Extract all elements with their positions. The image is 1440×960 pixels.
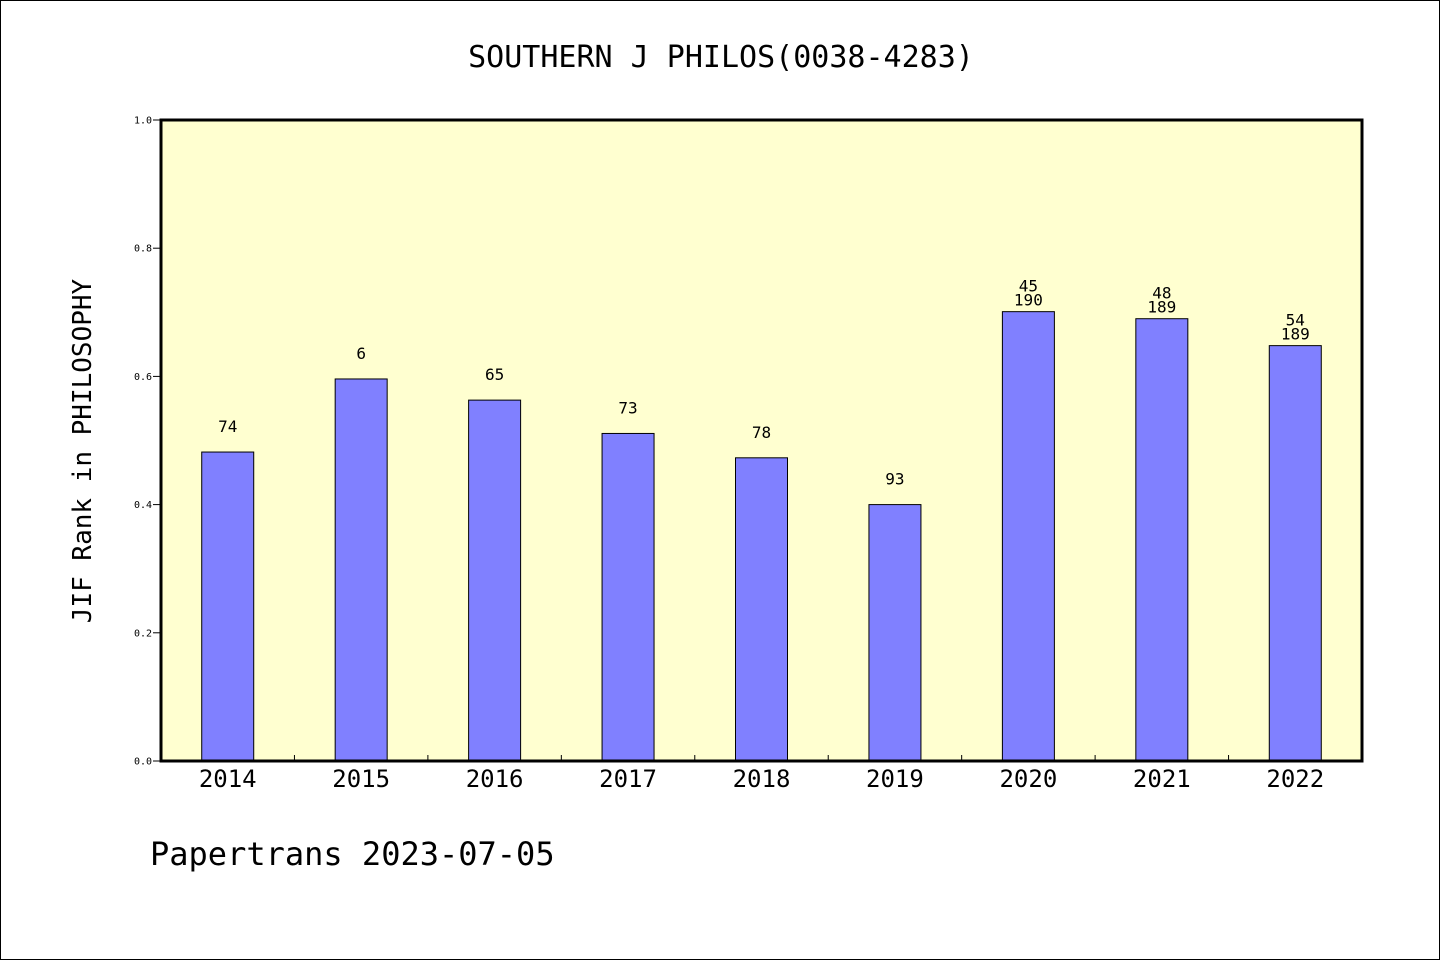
- y-tick-label: 0.0: [134, 757, 152, 768]
- chart-marks: 0.0 0.2 0.4 0.6 0.8 1.0 2014 74 2015 6 2016 65 2017 7…: [134, 116, 1324, 794]
- data-label: 190: [1014, 291, 1043, 310]
- plot-border: [159, 118, 1364, 763]
- data-label: 189: [1281, 325, 1310, 344]
- x-tick-label: 2020: [999, 765, 1057, 793]
- chart-title: SOUTHERN J PHILOS(0038-4283): [468, 40, 974, 75]
- bar: [1268, 345, 1322, 762]
- data-label: 78: [752, 423, 771, 442]
- bar: [1001, 311, 1055, 762]
- y-tick-label: 0.8: [134, 244, 152, 255]
- bar: [334, 378, 388, 762]
- y-tick-label: 0.4: [134, 500, 152, 511]
- data-label: 54: [1286, 311, 1305, 330]
- bar: [1135, 318, 1189, 762]
- y-tick-label: 0.2: [134, 628, 152, 639]
- bar: [868, 504, 922, 762]
- bar: [468, 399, 522, 762]
- x-tick-label: 2021: [1133, 765, 1191, 793]
- bar: [201, 451, 255, 762]
- data-label: 6: [356, 344, 366, 363]
- data-label: 45: [1019, 277, 1038, 296]
- x-tick-label: 2022: [1266, 765, 1324, 793]
- x-tick-label: 2018: [733, 765, 791, 793]
- footer-credit: Papertrans 2023-07-05: [150, 835, 555, 873]
- data-label: 189: [1147, 298, 1176, 317]
- data-label: 73: [618, 398, 637, 417]
- data-label: 65: [485, 365, 504, 384]
- data-label: 48: [1152, 284, 1171, 303]
- x-tick-label: 2014: [199, 765, 257, 793]
- x-tick-label: 2015: [332, 765, 390, 793]
- y-tick-label: 0.6: [134, 372, 152, 383]
- x-tick-label: 2016: [466, 765, 524, 793]
- y-axis-label: JIF Rank in PHILOSOPHY: [68, 278, 98, 623]
- y-tick-label: 1.0: [134, 116, 152, 127]
- bar: [601, 432, 655, 762]
- x-tick-label: 2017: [599, 765, 657, 793]
- bar: [735, 457, 788, 762]
- data-label: 74: [218, 417, 237, 436]
- x-tick-label: 2019: [866, 765, 924, 793]
- data-label: 93: [885, 470, 904, 489]
